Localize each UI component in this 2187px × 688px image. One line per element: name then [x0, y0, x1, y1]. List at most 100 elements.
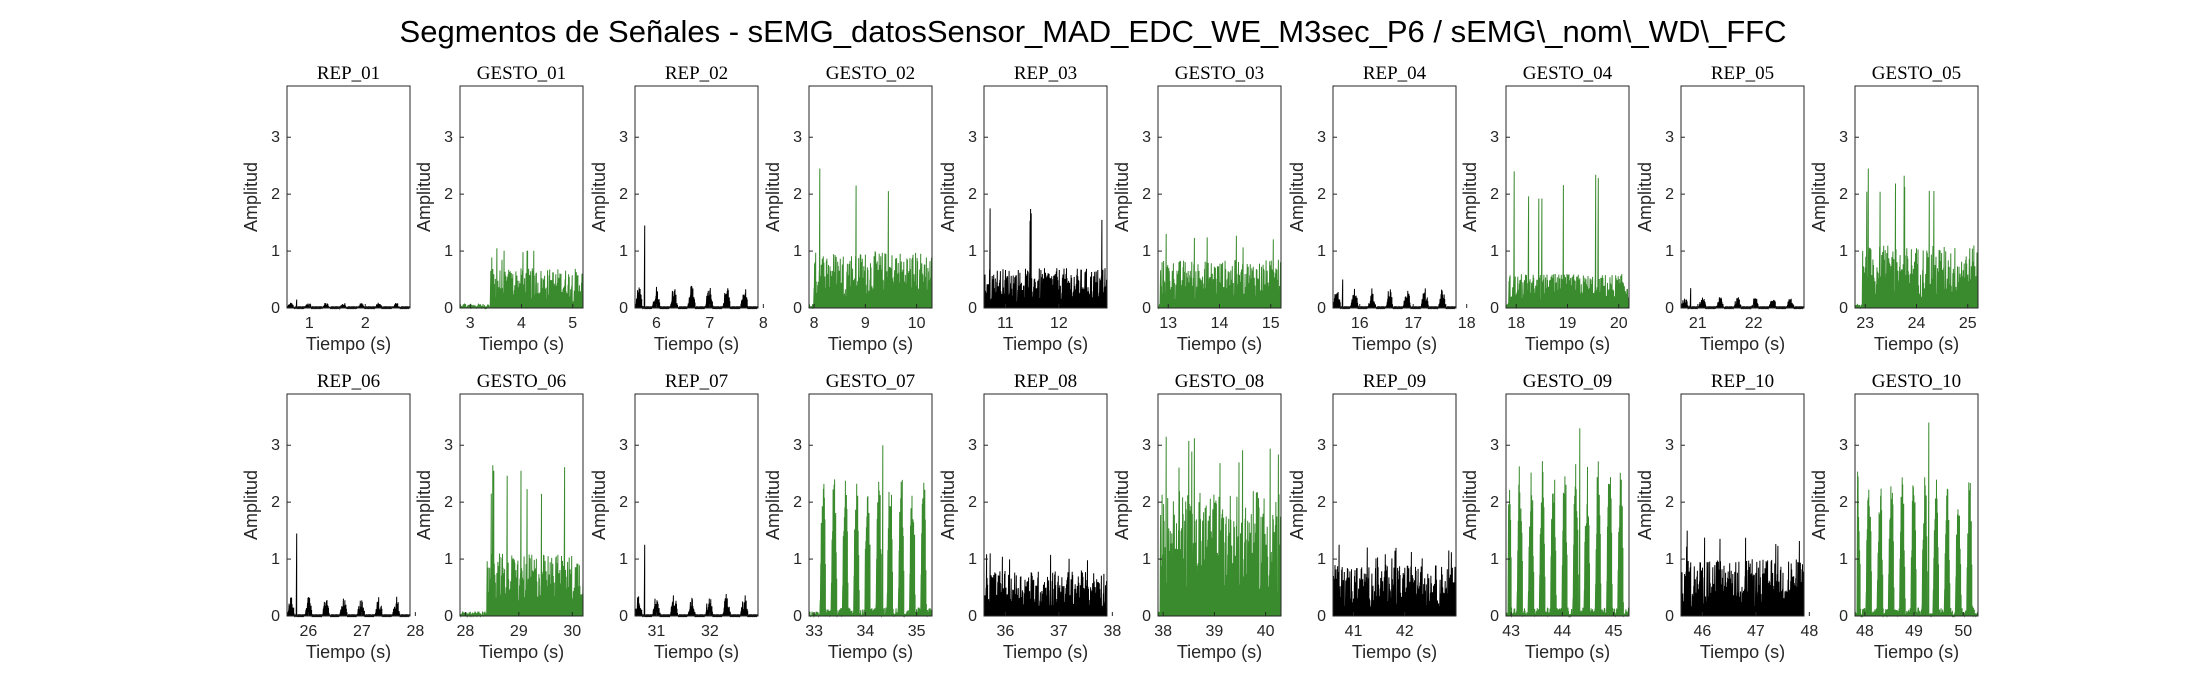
y-tick-label: 0: [1142, 300, 1151, 317]
y-tick-label: 3: [1317, 437, 1326, 454]
x-tick-label: 48: [1800, 623, 1818, 640]
y-tick-label: 3: [619, 129, 628, 146]
y-axis-label: Amplitud: [763, 470, 783, 540]
y-tick-label: 0: [968, 608, 977, 625]
x-tick-label: 6: [652, 315, 661, 332]
subplot-title: GESTO_09: [1523, 371, 1612, 392]
y-tick-label: 2: [271, 494, 280, 511]
x-tick-label: 1: [305, 315, 314, 332]
y-tick-label: 0: [1142, 608, 1151, 625]
subplot-title: GESTO_06: [477, 371, 566, 392]
y-tick-label: 3: [1665, 437, 1674, 454]
y-axis-label: Amplitud: [1460, 470, 1480, 540]
x-tick-label: 15: [1262, 315, 1280, 332]
y-tick-label: 0: [1317, 300, 1326, 317]
y-axis-label: Amplitud: [1287, 470, 1307, 540]
x-axis-label: Tiempo (s): [306, 334, 391, 354]
y-tick-label: 3: [1142, 129, 1151, 146]
x-axis-label: Tiempo (s): [1352, 642, 1437, 662]
y-tick-label: 1: [271, 551, 280, 568]
x-tick-label: 11: [997, 315, 1014, 332]
y-tick-label: 0: [1665, 300, 1674, 317]
x-tick-label: 25: [1959, 315, 1977, 332]
x-tick-label: 31: [647, 623, 665, 640]
y-tick-label: 2: [619, 494, 628, 511]
x-axis-label: Tiempo (s): [1874, 642, 1959, 662]
y-tick-label: 0: [968, 300, 977, 317]
x-axis-label: Tiempo (s): [1352, 334, 1437, 354]
y-tick-label: 2: [793, 186, 802, 203]
x-tick-label: 43: [1502, 623, 1520, 640]
y-tick-label: 2: [1839, 186, 1848, 203]
y-tick-label: 2: [1839, 494, 1848, 511]
y-axis-label: Amplitud: [241, 162, 261, 232]
y-axis-label: Amplitud: [1635, 470, 1655, 540]
x-axis-label: Tiempo (s): [828, 334, 913, 354]
y-tick-label: 1: [1317, 551, 1326, 568]
x-tick-label: 21: [1689, 315, 1707, 332]
axes-box: [1332, 393, 1457, 617]
subplot-title: REP_08: [1014, 371, 1077, 392]
x-tick-label: 39: [1205, 623, 1223, 640]
subplot-rep_04: REP_04 0 1 2 3 16 17 18 Tiempo (s) Amplitud: [1287, 63, 1476, 354]
y-tick-label: 1: [444, 551, 453, 568]
signal-trace: [1332, 544, 1457, 617]
subplot-rep_05: REP_05 0 1 2 3 21 22 Tiempo (s) Amplitud: [1635, 63, 1805, 354]
x-tick-label: 23: [1856, 315, 1874, 332]
axes-box: [808, 85, 933, 309]
subplot-title: GESTO_02: [826, 63, 915, 84]
x-tick-label: 3: [466, 315, 475, 332]
x-tick-label: 5: [568, 315, 577, 332]
axes-box: [1157, 393, 1282, 617]
subplot-gesto_09: GESTO_09 0 1 2 3 43 44 45 Tiempo (s) Amplitud: [1460, 371, 1630, 662]
x-axis-label: Tiempo (s): [1177, 334, 1262, 354]
signal-trace: [634, 544, 758, 618]
y-tick-label: 2: [1317, 494, 1326, 511]
y-tick-label: 2: [968, 494, 977, 511]
x-tick-label: 20: [1610, 315, 1628, 332]
y-tick-label: 0: [1839, 608, 1848, 625]
x-tick-label: 12: [1050, 315, 1068, 332]
y-tick-label: 3: [1839, 129, 1848, 146]
y-tick-label: 2: [1490, 186, 1499, 203]
y-tick-label: 1: [1142, 551, 1151, 568]
subplot-title: REP_07: [665, 371, 728, 392]
x-tick-label: 18: [1458, 315, 1476, 332]
signal-trace: [1680, 530, 1805, 617]
y-axis-label: Amplitud: [1112, 162, 1132, 232]
y-tick-label: 0: [1317, 608, 1326, 625]
x-tick-label: 42: [1396, 623, 1414, 640]
y-axis-label: Amplitud: [938, 162, 958, 232]
y-tick-label: 1: [1317, 243, 1326, 260]
x-axis-label: Tiempo (s): [479, 642, 564, 662]
y-tick-label: 0: [271, 300, 280, 317]
y-tick-label: 2: [1665, 186, 1674, 203]
subplot-title: GESTO_05: [1872, 63, 1961, 84]
subplot-title: REP_05: [1711, 63, 1774, 84]
signal-trace: [459, 465, 584, 618]
x-axis-label: Tiempo (s): [1525, 642, 1610, 662]
x-tick-label: 50: [1954, 623, 1972, 640]
y-tick-label: 0: [271, 608, 280, 625]
y-axis-label: Amplitud: [1112, 470, 1132, 540]
x-tick-label: 4: [517, 315, 526, 332]
axes-box: [286, 85, 411, 309]
subplot-title: GESTO_04: [1523, 63, 1613, 84]
y-axis-label: Amplitud: [1635, 162, 1655, 232]
y-axis-label: Amplitud: [1460, 162, 1480, 232]
x-axis-label: Tiempo (s): [1874, 334, 1959, 354]
signal-trace: [286, 533, 410, 618]
y-tick-label: 3: [793, 437, 802, 454]
y-axis-label: Amplitud: [938, 470, 958, 540]
subplot-title: REP_01: [317, 63, 380, 84]
signal-trace: [1157, 233, 1282, 310]
subplot-rep_08: REP_08 0 1 2 3 36 37 38 Tiempo (s) Amplitud: [938, 371, 1121, 662]
subplot-title: REP_09: [1363, 371, 1426, 392]
axes-box: [983, 85, 1108, 309]
y-tick-label: 3: [1490, 129, 1499, 146]
y-axis-label: Amplitud: [1809, 162, 1829, 232]
x-tick-label: 7: [705, 315, 714, 332]
subplot-rep_01: REP_01 0 1 2 3 1 2 Tiempo (s) Amplitud: [241, 63, 411, 354]
